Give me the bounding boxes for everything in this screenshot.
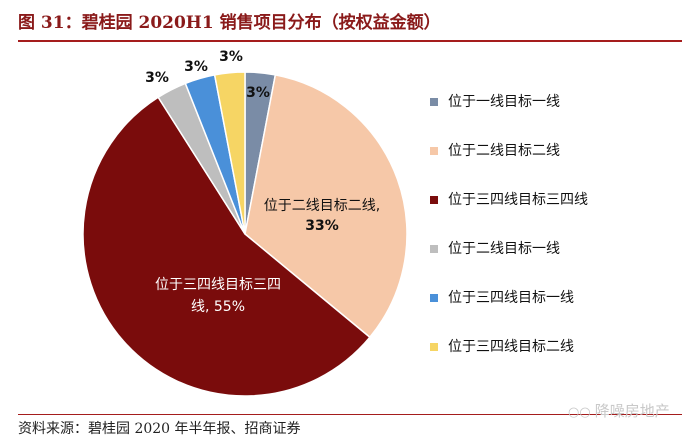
pie-slice-label-2: 位于二线目标二线, 33% <box>264 198 380 234</box>
legend-label: 位于三四线目标二线 <box>448 339 574 355</box>
legend-item-6: 位于三四线目标二线 <box>430 335 574 359</box>
legend-item-5: 位于三四线目标一线 <box>430 286 574 310</box>
pie-slice-label-5: 3% <box>184 59 208 75</box>
legend-item-4: 位于二线目标一线 <box>430 237 560 261</box>
pie-slice-6 <box>213 71 246 235</box>
pie-slice-label-1: 3% <box>246 85 270 101</box>
footer-divider <box>18 414 682 415</box>
legend-label: 位于一线目标一线 <box>448 94 560 110</box>
pie-slice-3 <box>82 96 371 397</box>
source-note: 资料来源：碧桂园 2020 年半年报、招商证券 <box>18 421 301 437</box>
legend-swatch <box>430 98 438 106</box>
legend-label: 位于三四线目标三四线 <box>448 192 588 208</box>
pie-slice-label-6: 3% <box>219 49 243 65</box>
pie-slice-label-3: 位于三四线目标三四线, 55% <box>155 277 281 315</box>
legend-swatch <box>430 343 438 351</box>
legend-label: 位于三四线目标一线 <box>448 290 574 306</box>
legend-label: 位于二线目标二线 <box>448 143 560 159</box>
legend-item-3: 位于三四线目标三四线 <box>430 188 588 212</box>
chart-title: 图 31：碧桂园 2020H1 销售项目分布（按权益金额） <box>18 13 441 33</box>
legend-swatch <box>430 245 438 253</box>
pie-slice-2 <box>244 73 408 339</box>
legend-swatch <box>430 294 438 302</box>
pie-slice-label-4: 3% <box>145 70 169 86</box>
title-divider <box>18 40 682 42</box>
wechat-icon: ○○ <box>568 405 591 420</box>
watermark: ○○ 降噪房地产 <box>568 400 670 421</box>
watermark-text: 降噪房地产 <box>594 402 670 420</box>
legend-label: 位于二线目标一线 <box>448 241 560 257</box>
legend-swatch <box>430 196 438 204</box>
legend-item-2: 位于二线目标二线 <box>430 139 560 163</box>
legend-swatch <box>430 147 438 155</box>
legend-item-1: 位于一线目标一线 <box>430 90 560 114</box>
